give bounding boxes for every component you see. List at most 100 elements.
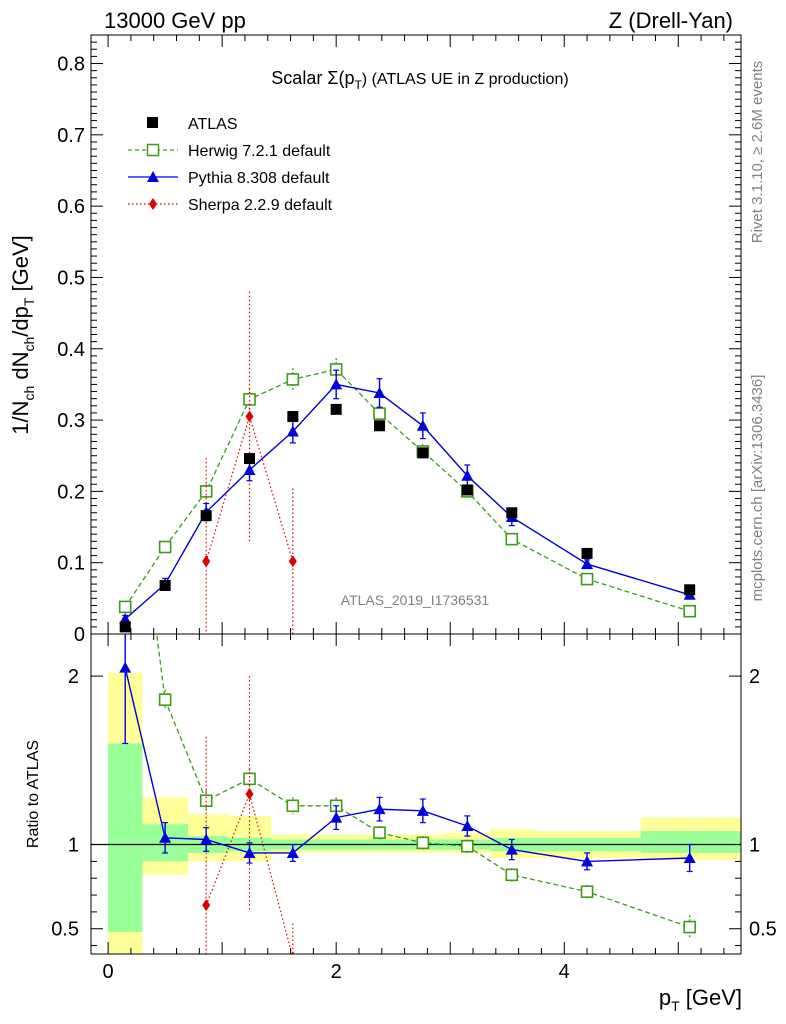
legend-marker-pythia xyxy=(147,171,159,182)
sherpa-ratio-point xyxy=(291,951,295,954)
pythia-point xyxy=(286,425,299,437)
atlas-data-point xyxy=(119,621,131,633)
main-ylabel: 1/Nch dNch/dpT [GeV] xyxy=(8,235,37,435)
title-prefix: Scalar Σ(p xyxy=(271,68,354,88)
main-ytick-label: 0.1 xyxy=(57,553,85,575)
sherpa-point xyxy=(288,555,297,568)
pythia-ratio-point xyxy=(461,820,474,831)
atlas-data-point xyxy=(417,447,429,459)
sherpa-ratio-point xyxy=(245,788,254,800)
herwig-point xyxy=(243,393,256,406)
pythia-ratio-point xyxy=(416,804,429,816)
atlas-data-point xyxy=(244,453,256,465)
herwig-point xyxy=(580,572,594,586)
herwig-ratio-point xyxy=(505,868,519,882)
legend-label-pythia: Pythia 8.308 default xyxy=(188,170,330,187)
legend-label-sherpa: Sherpa 2.2.9 default xyxy=(188,197,333,214)
atlas-data-point xyxy=(374,420,386,432)
legend-label-data: ATLAS xyxy=(188,116,238,133)
herwig-line xyxy=(124,368,690,612)
main-panel: 0 0.1 0.2 0.3 0.4 0.5 0.6 0.7 0.8 ATLAS_2019_I17… xyxy=(8,34,742,646)
plot-title: Scalar Σ(pT) (ATLAS UE in Z production) xyxy=(271,68,568,92)
header-left: 13000 GeV pp xyxy=(104,8,246,33)
analysis-watermark: ATLAS_2019_I1736531 xyxy=(341,592,490,608)
pythia-ratio-point xyxy=(581,855,594,867)
herwig-point xyxy=(373,407,386,420)
pythia-ratio-point xyxy=(200,833,213,845)
pythia-ratio-point xyxy=(243,846,256,858)
ratio-band-inner xyxy=(108,743,143,933)
atlas-data-point xyxy=(461,484,473,496)
pythia-ratio-point xyxy=(286,846,299,858)
pythia-line xyxy=(124,383,690,620)
main-ytick-label: 0.2 xyxy=(57,481,85,503)
legend: ATLAS Herwig 7.2.1 default Pythia 8.308 … xyxy=(128,116,333,214)
ratio-frame xyxy=(90,633,742,955)
ratio-panel: 0.5 0.5 1 1 2 2 0 2 4 Ratio to ATLAS pT [GeV] xyxy=(25,633,777,1014)
main-ytick-label: 0.5 xyxy=(57,267,85,289)
title-sub: T xyxy=(354,78,362,92)
ratio-band-inner xyxy=(640,831,741,853)
ratio-series xyxy=(119,634,696,954)
atlas-data-point xyxy=(287,411,299,423)
ratio-ytick-label-left: 2 xyxy=(68,666,79,688)
legend-marker-data xyxy=(147,117,158,128)
ratio-ytick-label-right: 1 xyxy=(749,835,760,857)
main-ytick-label: 0.7 xyxy=(57,125,85,147)
ratio-ylabel: Ratio to ATLAS xyxy=(25,740,42,848)
herwig-ratio-point xyxy=(416,836,430,850)
pythia-point xyxy=(373,386,386,398)
main-ytick-label: 0 xyxy=(74,624,85,646)
header-right: Z (Drell-Yan) xyxy=(609,8,733,33)
herwig-point xyxy=(683,604,696,618)
atlas-data-point xyxy=(200,510,212,522)
pythia-point xyxy=(461,469,474,481)
sherpa-ratio-point xyxy=(202,899,211,912)
pythia-ratio-point xyxy=(119,661,132,673)
herwig-ratio-point xyxy=(683,920,696,934)
herwig-ratio-point xyxy=(286,799,300,813)
main-ytick-label: 0.4 xyxy=(57,339,85,361)
herwig-point xyxy=(505,532,519,546)
pythia-ratio-point xyxy=(159,831,172,843)
pythia-point xyxy=(330,378,343,390)
legend-marker-sherpa xyxy=(149,198,157,210)
ratio-ytick-label-left: 0.5 xyxy=(51,919,79,941)
herwig-ratio-point xyxy=(461,839,474,853)
legend-marker-herwig xyxy=(146,143,160,157)
herwig-ratio-point xyxy=(243,772,256,786)
herwig-point xyxy=(286,373,300,386)
mcplots-label: mcplots.cern.ch [arXiv:1306.3436] xyxy=(749,375,766,602)
pythia-point xyxy=(119,613,132,625)
atlas-data-point xyxy=(159,580,171,592)
main-ytick-label: 0.6 xyxy=(57,196,85,218)
pythia-point xyxy=(243,463,256,475)
ratio-xtick-label: 0 xyxy=(103,961,114,983)
ratio-xtick-label: 2 xyxy=(331,961,342,983)
sherpa-point xyxy=(245,410,254,423)
ratio-xtick-label: 4 xyxy=(559,961,570,983)
sherpa-ratio-line xyxy=(205,792,293,954)
pythia-ratio-point xyxy=(373,803,386,815)
pythia-point xyxy=(416,419,429,431)
main-ytick-label: 0.3 xyxy=(57,410,85,432)
pythia-ratio-line xyxy=(124,667,690,863)
herwig-point xyxy=(158,540,172,554)
ratio-ytick-label-left: 1 xyxy=(68,835,79,857)
pythia-ratio-point xyxy=(683,852,696,863)
pythia-ratio-point xyxy=(505,843,518,855)
rivet-label: Rivet 3.1.10, ≥ 2.6M events xyxy=(749,61,766,244)
pythia-ratio-point xyxy=(330,811,343,823)
ratio-ytick-label-right: 2 xyxy=(749,666,760,688)
atlas-data-point xyxy=(684,584,696,596)
herwig-point xyxy=(118,600,132,614)
herwig-ratio-point xyxy=(580,885,594,898)
sherpa-point xyxy=(202,555,211,568)
pythia-point xyxy=(581,558,594,570)
main-ytick-label: 0.8 xyxy=(57,54,85,76)
x-axis-label: pT [GeV] xyxy=(659,985,742,1014)
atlas-data-point xyxy=(581,547,593,559)
herwig-ratio-point xyxy=(373,826,386,840)
title-suffix: ) (ATLAS UE in Z production) xyxy=(362,71,569,88)
